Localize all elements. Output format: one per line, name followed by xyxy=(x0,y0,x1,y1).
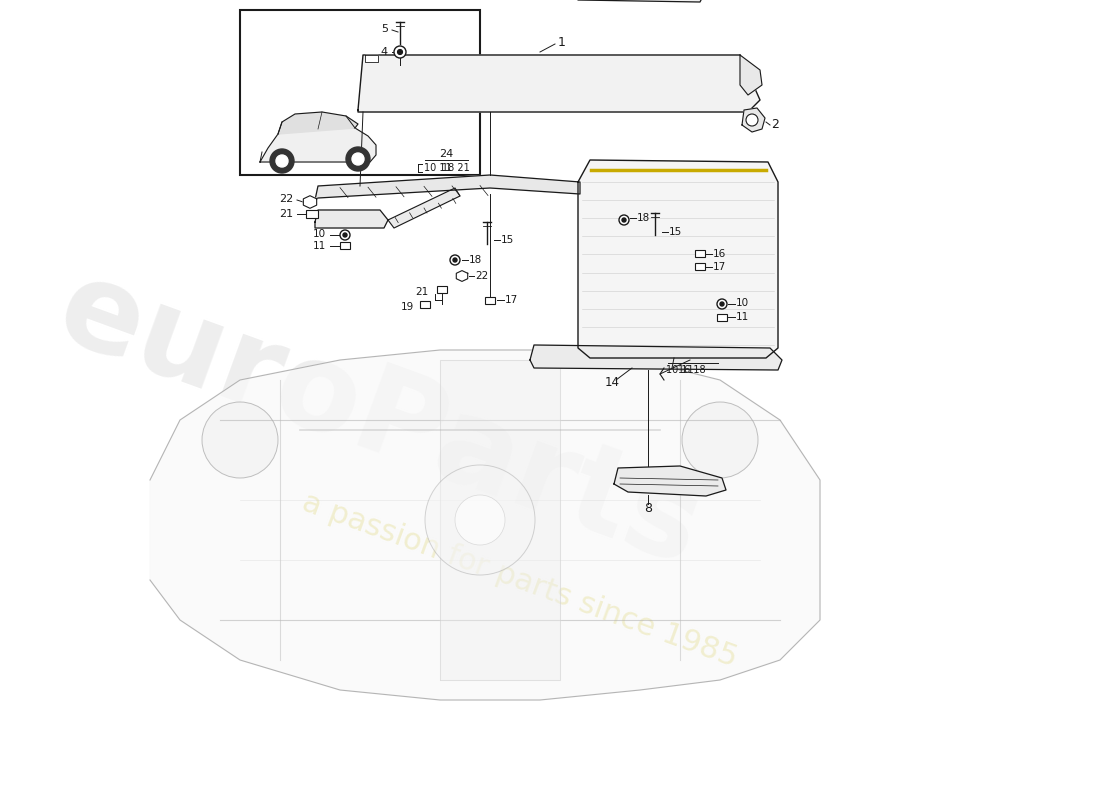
Text: 18 21: 18 21 xyxy=(442,163,470,173)
Text: 10: 10 xyxy=(736,298,749,308)
Polygon shape xyxy=(315,175,580,200)
Text: a passion for parts since 1985: a passion for parts since 1985 xyxy=(298,487,741,673)
Text: 5: 5 xyxy=(381,24,388,34)
Circle shape xyxy=(621,218,626,222)
Text: 4: 4 xyxy=(381,47,388,57)
Text: 16 18: 16 18 xyxy=(678,365,705,375)
Text: 21: 21 xyxy=(415,287,428,297)
Circle shape xyxy=(455,495,505,545)
Circle shape xyxy=(346,147,370,171)
Text: 19: 19 xyxy=(400,302,414,312)
Bar xyxy=(420,301,430,307)
Circle shape xyxy=(619,215,629,225)
Circle shape xyxy=(425,465,535,575)
Circle shape xyxy=(720,302,724,306)
Polygon shape xyxy=(150,350,820,700)
Text: 17: 17 xyxy=(713,262,726,272)
Circle shape xyxy=(202,402,278,478)
Text: 14: 14 xyxy=(605,375,619,389)
Text: 11: 11 xyxy=(736,312,749,322)
Circle shape xyxy=(453,258,456,262)
Polygon shape xyxy=(388,188,460,228)
Circle shape xyxy=(397,50,403,54)
Polygon shape xyxy=(530,345,782,370)
Polygon shape xyxy=(440,360,560,680)
Circle shape xyxy=(270,149,294,173)
Circle shape xyxy=(276,155,288,167)
Text: 10 11: 10 11 xyxy=(424,163,452,173)
Text: 22: 22 xyxy=(475,271,488,281)
Polygon shape xyxy=(304,196,317,208)
Text: 24: 24 xyxy=(439,149,453,159)
Polygon shape xyxy=(278,112,358,134)
Text: euroParts: euroParts xyxy=(43,250,717,590)
Text: 11: 11 xyxy=(312,241,326,251)
Bar xyxy=(437,286,447,294)
Text: 2: 2 xyxy=(771,118,779,131)
Text: 10 11: 10 11 xyxy=(666,365,694,375)
Polygon shape xyxy=(260,124,376,162)
Circle shape xyxy=(450,255,460,265)
Text: 15: 15 xyxy=(500,235,515,245)
Text: 17: 17 xyxy=(505,295,518,305)
Polygon shape xyxy=(315,210,388,228)
Polygon shape xyxy=(742,108,764,132)
Bar xyxy=(695,263,705,270)
Circle shape xyxy=(340,230,350,240)
Circle shape xyxy=(394,46,406,58)
Circle shape xyxy=(746,114,758,126)
Polygon shape xyxy=(614,466,726,496)
Circle shape xyxy=(343,233,346,237)
Bar xyxy=(717,314,727,321)
Polygon shape xyxy=(575,0,704,2)
Polygon shape xyxy=(456,270,468,282)
Text: 1: 1 xyxy=(558,35,565,49)
Polygon shape xyxy=(740,55,762,95)
Polygon shape xyxy=(358,55,760,112)
Bar xyxy=(240,10,480,175)
Bar xyxy=(695,250,705,258)
Text: 15: 15 xyxy=(669,227,682,237)
Circle shape xyxy=(717,299,727,309)
Text: 10: 10 xyxy=(312,229,326,239)
Text: 21: 21 xyxy=(279,209,293,219)
Text: 18: 18 xyxy=(469,255,482,265)
Text: 8: 8 xyxy=(644,502,652,514)
Text: 22: 22 xyxy=(278,194,293,204)
Bar xyxy=(340,242,350,250)
Text: 18: 18 xyxy=(637,213,650,223)
Bar xyxy=(306,210,318,218)
Circle shape xyxy=(352,153,364,165)
Text: 16: 16 xyxy=(713,249,726,259)
Circle shape xyxy=(682,402,758,478)
Bar xyxy=(485,297,495,303)
Polygon shape xyxy=(578,160,778,358)
Polygon shape xyxy=(365,55,378,62)
